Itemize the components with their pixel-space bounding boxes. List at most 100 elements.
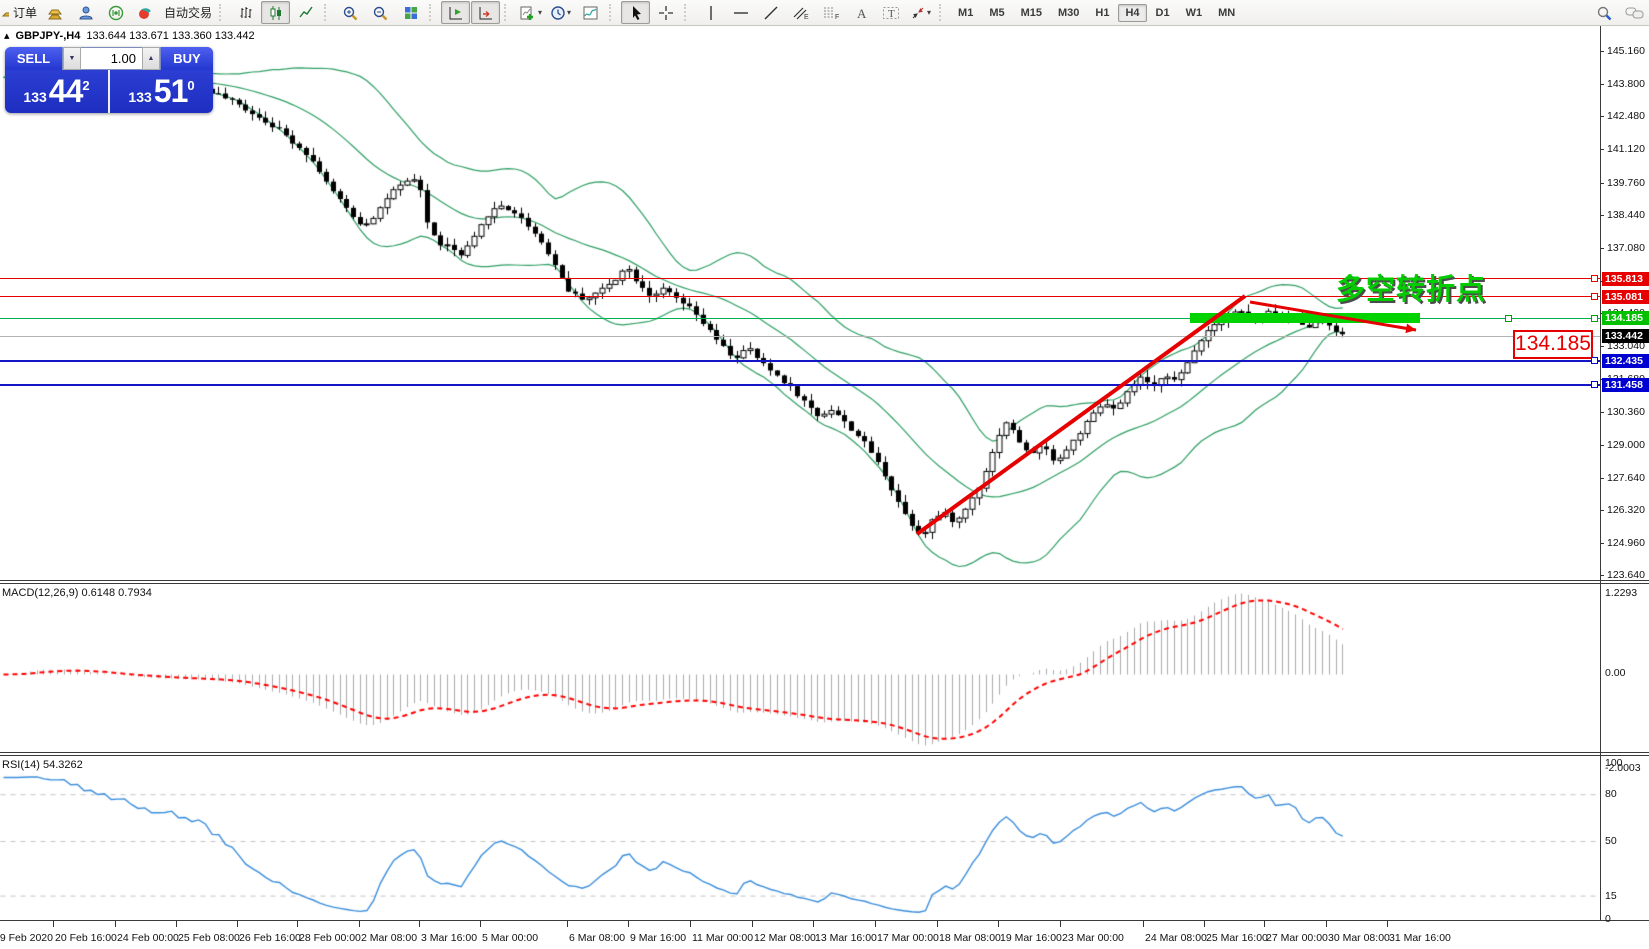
timeframe-W1[interactable]: W1 bbox=[1185, 6, 1203, 19]
price-level-annotation[interactable]: 134.185 bbox=[1513, 330, 1593, 359]
signal-icon[interactable] bbox=[101, 1, 130, 24]
object-anchor[interactable] bbox=[1591, 381, 1598, 389]
candle-chart-mode-icon[interactable] bbox=[261, 1, 291, 24]
toolbar: 订单 自动交易 ▾ ▾ E F A T ▾ M1 M5 M15 M30 H1 H4 D1 W bbox=[0, 0, 1649, 26]
price-tick bbox=[1600, 509, 1604, 511]
hline-134.185[interactable] bbox=[0, 317, 1600, 319]
price-tick bbox=[1600, 51, 1604, 52]
time-label: 24 Feb 00:00 bbox=[117, 932, 179, 944]
toolbar-grip bbox=[609, 4, 617, 21]
time-label: 11 Mar 00:00 bbox=[692, 932, 754, 944]
panel-separator[interactable] bbox=[0, 755, 1649, 756]
time-tick bbox=[53, 921, 54, 927]
profile-icon[interactable] bbox=[71, 1, 100, 24]
time-tick bbox=[115, 921, 116, 927]
time-label: 17 Mar 00:00 bbox=[877, 932, 939, 944]
timeframe-M1[interactable]: M1 bbox=[958, 6, 974, 19]
trendline-layer[interactable] bbox=[0, 26, 1600, 949]
vertical-line-tool-icon[interactable] bbox=[696, 1, 725, 24]
tile-windows-icon[interactable] bbox=[396, 1, 425, 24]
autotrading-icon[interactable] bbox=[131, 1, 160, 24]
zoom-in-icon[interactable] bbox=[336, 1, 365, 24]
bar-chart-mode-icon[interactable] bbox=[231, 1, 260, 24]
buy-price[interactable]: 133 51 0 bbox=[110, 70, 213, 113]
buy-button[interactable]: BUY bbox=[161, 47, 213, 70]
time-tick bbox=[813, 921, 814, 927]
chart-window: ▴ GBPJPY-,H4 133.644 133.671 133.360 133… bbox=[0, 25, 1649, 949]
volume-input[interactable]: 1.00 bbox=[110, 51, 136, 66]
svg-text:E: E bbox=[804, 14, 809, 21]
chart-shift-icon[interactable] bbox=[471, 1, 501, 24]
turning-point-annotation[interactable]: 多空转折点 bbox=[1336, 274, 1487, 306]
object-anchor[interactable] bbox=[1591, 314, 1598, 322]
object-anchor[interactable] bbox=[1591, 293, 1598, 301]
text-tool-icon[interactable]: A bbox=[846, 1, 875, 24]
price-tick bbox=[1600, 444, 1604, 446]
price-tick bbox=[1600, 149, 1604, 151]
periods-icon[interactable]: ▾ bbox=[546, 1, 575, 24]
macd-axis-label: 1.2293 bbox=[1605, 587, 1638, 599]
timeframe-M15[interactable]: M15 bbox=[1020, 6, 1043, 19]
rsi-canvas[interactable] bbox=[0, 756, 1600, 920]
gold-ingot-icon[interactable] bbox=[41, 1, 70, 24]
trend-arrow-head bbox=[1405, 323, 1416, 334]
zoom-out-icon[interactable] bbox=[366, 1, 395, 24]
fibonacci-tool-icon[interactable]: F bbox=[816, 1, 845, 24]
sell-price-pips: 44 bbox=[48, 73, 84, 109]
new-order-button[interactable]: 订单 bbox=[13, 6, 38, 20]
object-anchor[interactable] bbox=[1591, 275, 1598, 283]
indicators-icon[interactable] bbox=[576, 1, 605, 24]
price-flag-131.458: 131.458 bbox=[1602, 377, 1649, 392]
time-tick bbox=[1204, 921, 1205, 927]
timeframe-MN[interactable]: MN bbox=[1218, 6, 1236, 19]
auto-scroll-icon[interactable] bbox=[441, 1, 471, 24]
horizontal-line-tool-icon[interactable] bbox=[726, 1, 755, 24]
crosshair-icon[interactable] bbox=[651, 1, 680, 24]
trendline-tool-icon[interactable] bbox=[756, 1, 785, 24]
timeframe-group: M1 M5 M15 M30 H1 H4 D1 W1 MN bbox=[951, 3, 1242, 22]
price-tick bbox=[1600, 477, 1604, 479]
cursor-icon[interactable] bbox=[621, 1, 651, 24]
text-label-tool-icon[interactable]: T bbox=[876, 1, 905, 24]
price-tick-label: 130.360 bbox=[1607, 405, 1645, 418]
timeframe-H4[interactable]: H4 bbox=[1118, 3, 1147, 22]
timeframe-M5[interactable]: M5 bbox=[989, 6, 1005, 19]
autotrading-button[interactable]: 自动交易 bbox=[164, 6, 213, 20]
hline-135.813[interactable] bbox=[0, 278, 1600, 280]
panel-separator[interactable] bbox=[0, 580, 1649, 581]
new-chart-icon[interactable]: ▾ bbox=[516, 1, 545, 24]
search-icon[interactable] bbox=[1590, 1, 1619, 24]
macd-canvas[interactable] bbox=[0, 585, 1600, 751]
panel-separator[interactable] bbox=[0, 752, 1649, 753]
arrows-tool-icon[interactable]: ▾ bbox=[906, 1, 935, 24]
timeframe-D1[interactable]: D1 bbox=[1155, 6, 1170, 19]
volume-decrease-button[interactable]: ▼ bbox=[63, 47, 81, 70]
trend-line-2[interactable] bbox=[1249, 300, 1417, 332]
sell-price[interactable]: 133 44 2 bbox=[5, 70, 110, 113]
timeframe-H1[interactable]: H1 bbox=[1095, 6, 1110, 19]
timeframe-M30[interactable]: M30 bbox=[1058, 6, 1080, 19]
price-tick-label: 129.000 bbox=[1607, 438, 1645, 451]
symbol-period: GBPJPY-,H4 bbox=[15, 29, 81, 42]
time-label: 13 Mar 16:00 bbox=[815, 932, 877, 944]
hline-133.442[interactable] bbox=[0, 335, 1600, 337]
panel-separator[interactable] bbox=[0, 583, 1649, 584]
rsi-axis-label: 80 bbox=[1605, 788, 1617, 801]
time-label: 27 Mar 00:00 bbox=[1266, 932, 1328, 944]
object-anchor[interactable] bbox=[1591, 357, 1598, 365]
hline-135.081[interactable] bbox=[0, 296, 1600, 298]
price-tick-label: 137.080 bbox=[1607, 241, 1645, 254]
volume-increase-button[interactable]: ▲ bbox=[142, 47, 160, 70]
trend-line-1[interactable] bbox=[915, 294, 1247, 536]
hline-131.458[interactable] bbox=[0, 383, 1600, 386]
line-chart-mode-icon[interactable] bbox=[291, 1, 320, 24]
hline-132.435[interactable] bbox=[0, 359, 1600, 362]
channel-tool-icon[interactable]: E bbox=[786, 1, 815, 24]
sell-button[interactable]: SELL bbox=[5, 47, 62, 70]
support-zone-band[interactable] bbox=[1190, 313, 1420, 324]
rsi-axis-label: 100 bbox=[1605, 757, 1623, 769]
chat-icon[interactable] bbox=[1620, 1, 1649, 24]
time-tick bbox=[237, 921, 238, 927]
candlestick-canvas[interactable] bbox=[0, 25, 1600, 579]
object-anchor[interactable] bbox=[1505, 314, 1512, 322]
